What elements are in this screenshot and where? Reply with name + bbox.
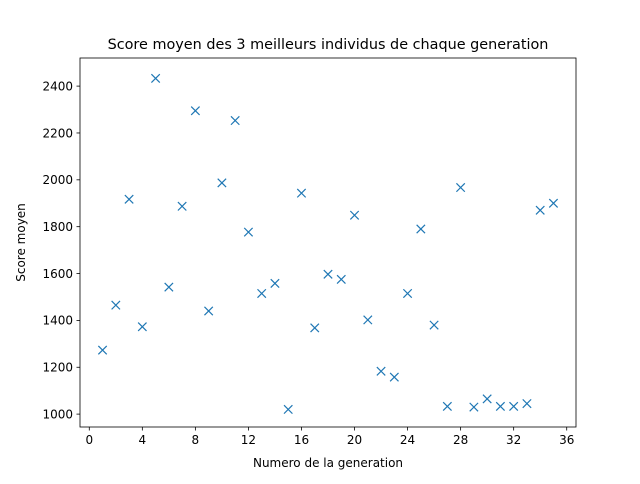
x-tick-label: 28 [453, 433, 468, 447]
data-point [455, 182, 466, 193]
y-axis-label: Score moyen [14, 203, 28, 282]
data-point [124, 194, 134, 204]
x-axis-ticks: 0 4 8 12 16 20 24 28 32 36 [85, 427, 574, 447]
data-point [257, 288, 267, 299]
data-point [150, 73, 161, 84]
data-point [177, 201, 187, 211]
data-point [310, 323, 320, 333]
data-point [323, 269, 333, 279]
data-point [416, 224, 426, 234]
x-tick-label: 8 [192, 433, 200, 447]
data-point [283, 404, 293, 415]
x-tick-label: 0 [85, 433, 93, 447]
data-point [522, 398, 532, 409]
data-point [482, 394, 492, 404]
x-tick-label: 32 [506, 433, 521, 447]
plot-frame [79, 57, 577, 428]
data-point [442, 401, 452, 412]
data-point [349, 210, 360, 220]
x-tick-label: 36 [559, 433, 574, 447]
y-tick-label: 1400 [42, 314, 73, 328]
x-tick-label: 20 [347, 433, 362, 447]
data-point [230, 115, 240, 126]
x-tick-label: 24 [400, 433, 415, 447]
data-point [137, 322, 147, 332]
data-point [336, 274, 346, 285]
data-point [376, 366, 386, 376]
data-point [389, 372, 399, 382]
y-tick-label: 1800 [42, 220, 73, 234]
data-point [495, 401, 506, 412]
data-point [243, 227, 254, 237]
chart-title: Score moyen des 3 meilleurs individus de… [108, 37, 549, 53]
data-point [402, 288, 413, 299]
data-point [535, 205, 545, 215]
data-point [296, 188, 307, 198]
data-point [97, 345, 108, 355]
data-point [204, 306, 214, 316]
data-point [363, 315, 373, 325]
y-tick-label: 1000 [42, 407, 73, 421]
data-point [548, 198, 559, 208]
y-tick-label: 1200 [42, 361, 73, 375]
y-tick-label: 2400 [42, 79, 73, 93]
data-point [509, 401, 519, 412]
data-point [469, 402, 479, 412]
x-tick-label: 12 [241, 433, 256, 447]
data-point [190, 106, 201, 116]
data-point [270, 278, 280, 289]
data-points [97, 73, 559, 415]
data-point [111, 300, 121, 310]
x-tick-label: 16 [294, 433, 309, 447]
data-point [217, 178, 227, 188]
x-axis-label: Numero de la generation [253, 456, 403, 470]
y-axis-ticks: 1000 1200 1400 1600 1800 2000 2200 2400 [42, 79, 80, 421]
y-tick-label: 2200 [42, 126, 73, 140]
y-tick-label: 1600 [42, 267, 73, 281]
x-tick-label: 4 [139, 433, 147, 447]
data-point [429, 320, 439, 330]
data-point [164, 282, 174, 292]
y-tick-label: 2000 [42, 173, 73, 187]
